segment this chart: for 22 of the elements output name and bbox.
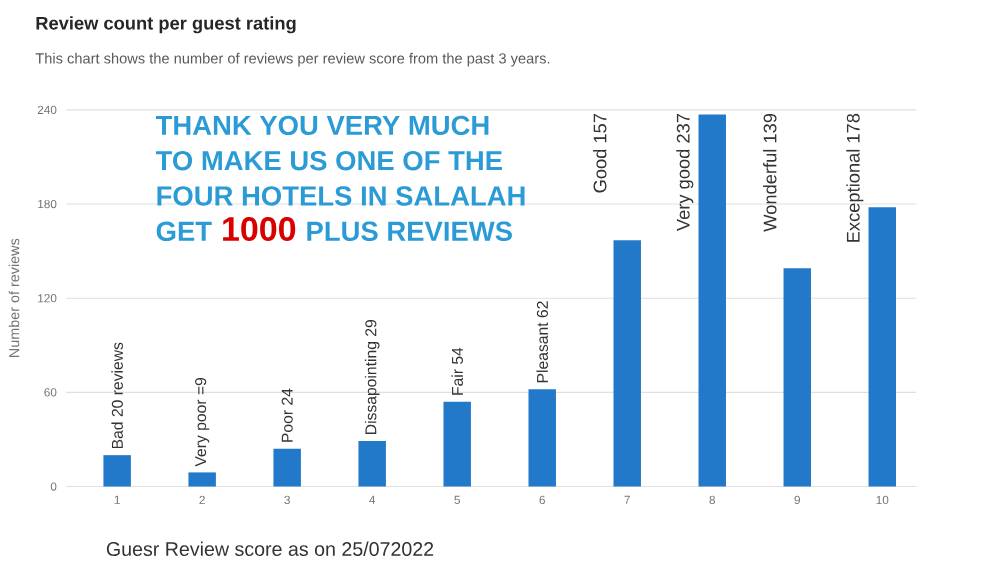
bar [528, 388, 556, 487]
bar [443, 401, 471, 487]
bar [783, 267, 811, 487]
bar [103, 454, 131, 487]
annotation: GET [156, 221, 212, 241]
annotation: FOUR HOTELS IN SALALAH [157, 185, 525, 206]
text: Guesr Review score as on 25/072022 [106, 541, 434, 556]
bar [868, 206, 896, 487]
annotation: PLUS REVIEWS [307, 221, 512, 241]
bar [358, 440, 386, 487]
annotation: THANK YOU VERY MUCH [155, 115, 489, 135]
annotation: TO MAKE US ONE OF THE [155, 150, 502, 170]
chart-title: Review count per guest rating [36, 15, 296, 33]
bar [273, 448, 301, 487]
bar [613, 239, 641, 487]
bar [698, 114, 726, 487]
data-label: Very good 237 [676, 113, 694, 231]
data-label: Exceptional 178 [846, 113, 864, 242]
data-label: Good 157 [593, 113, 607, 193]
bar [188, 471, 216, 487]
data-label: Wonderful 139 [763, 113, 777, 232]
annotation: 1000 [223, 216, 296, 241]
